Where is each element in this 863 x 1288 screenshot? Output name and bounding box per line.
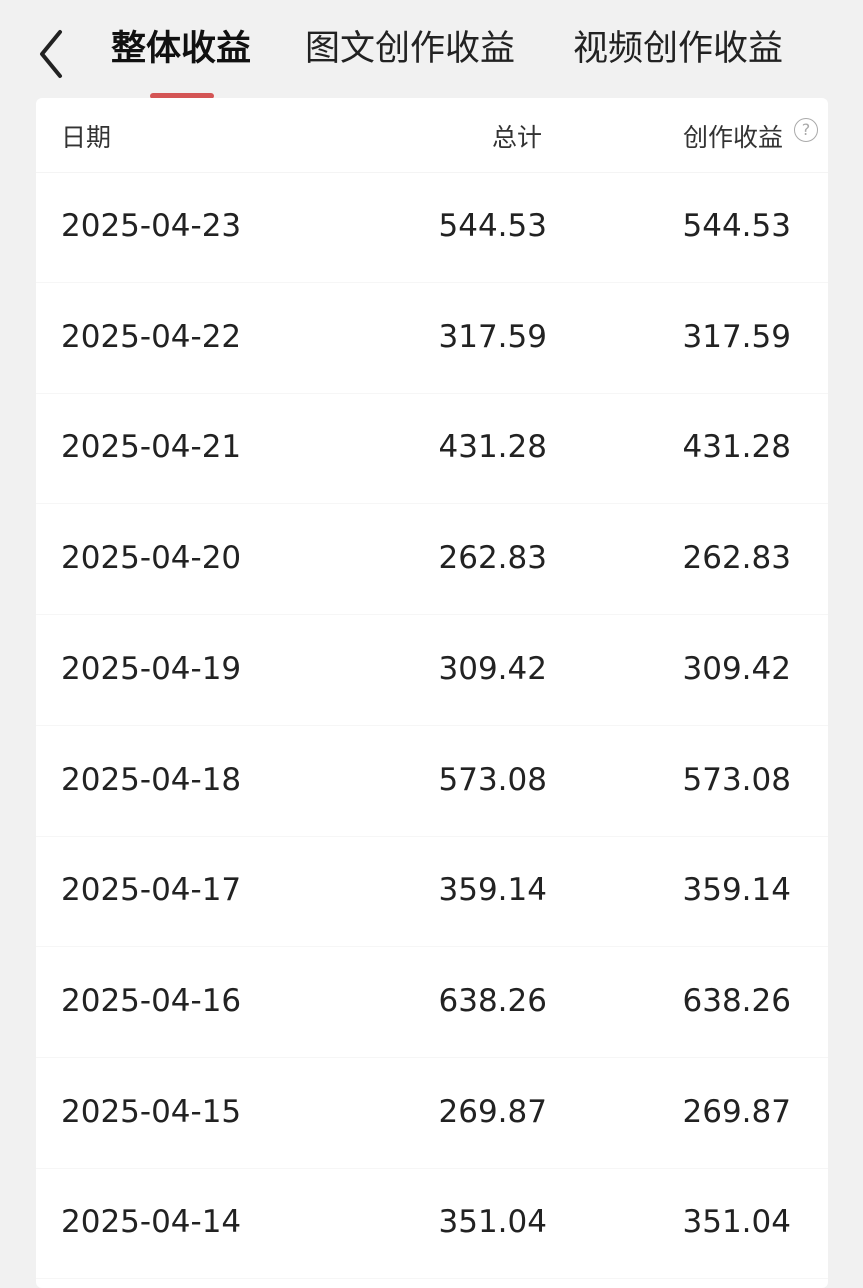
header-creation-earnings: 创作收益 (682, 123, 783, 152)
help-icon[interactable]: ? (794, 118, 818, 142)
total-cell: 262.83 (438, 540, 547, 577)
chevron-left-icon (40, 30, 62, 78)
table-row: 2025-04-22 317.59 317.59 (36, 283, 828, 394)
table-row: 2025-04-14 351.04 351.04 (36, 1168, 828, 1280)
active-tab-indicator (150, 93, 214, 99)
earnings-table: 日期 总计 创作收益 ? 2025-04-23 544.53 544.53 2025-… (36, 98, 828, 1288)
table-row: 2025-04-23 544.53 544.53 (36, 172, 828, 283)
creation-earnings-cell: 351.04 (682, 1204, 791, 1241)
total-cell: 309.42 (438, 650, 547, 687)
creation-earnings-cell: 359.14 (682, 872, 791, 909)
table-row: 2025-04-19 309.42 309.42 (36, 615, 828, 726)
creation-earnings-cell: 573.08 (682, 761, 791, 798)
date-cell: 2025-04-22 (61, 318, 242, 355)
table-header: 日期 总计 创作收益 ? (36, 98, 828, 173)
creation-earnings-cell: 638.26 (682, 982, 791, 1019)
date-cell: 2025-04-23 (61, 208, 242, 244)
total-cell: 573.08 (438, 761, 547, 798)
creation-earnings-cell: 269.87 (682, 1093, 791, 1130)
creation-earnings-cell: 309.42 (682, 650, 791, 687)
creation-earnings-cell: 262.83 (682, 540, 791, 577)
tab-overall-earnings[interactable]: 整体收益 (111, 29, 252, 69)
total-cell: 544.53 (438, 208, 547, 244)
date-cell: 2025-04-15 (61, 1093, 242, 1130)
creation-earnings-cell: 544.53 (682, 208, 791, 244)
table-row: 2025-04-15 269.87 269.87 (36, 1058, 828, 1169)
total-cell: 269.87 (438, 1093, 547, 1130)
back-button[interactable] (34, 28, 74, 80)
total-cell: 351.04 (438, 1204, 547, 1241)
total-cell: 359.14 (438, 872, 547, 909)
header-date: 日期 (61, 123, 112, 152)
creation-earnings-cell: 431.28 (682, 429, 791, 466)
table-row: 2025-04-20 262.83 262.83 (36, 504, 828, 616)
creation-earnings-cell: 317.59 (682, 318, 791, 355)
top-nav: 整体收益 图文创作收益 视频创作收益 (0, 0, 863, 99)
date-cell: 2025-04-18 (61, 761, 242, 798)
table-row: 2025-04-21 431.28 431.28 (36, 393, 828, 505)
table-row: 2025-04-18 573.08 573.08 (36, 726, 828, 837)
total-cell: 317.59 (438, 318, 547, 355)
date-cell: 2025-04-16 (61, 982, 242, 1019)
header-total: 总计 (491, 123, 542, 152)
date-cell: 2025-04-17 (61, 872, 242, 909)
table-row: 2025-04-16 638.26 638.26 (36, 947, 828, 1058)
date-cell: 2025-04-19 (61, 650, 242, 687)
date-cell: 2025-04-14 (61, 1204, 242, 1241)
total-cell: 431.28 (438, 429, 547, 466)
tab-video-earnings[interactable]: 视频创作收益 (573, 29, 784, 69)
total-cell: 638.26 (438, 982, 547, 1019)
table-row: 2025-04-17 359.14 359.14 (36, 836, 828, 948)
date-cell: 2025-04-21 (61, 429, 242, 466)
date-cell: 2025-04-20 (61, 540, 242, 577)
tab-article-earnings[interactable]: 图文创作收益 (305, 29, 516, 69)
